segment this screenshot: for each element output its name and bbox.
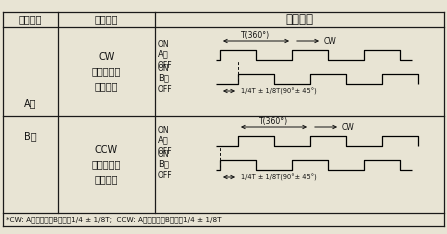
Text: A相

B相: A相 B相 xyxy=(24,99,37,141)
Text: CW: CW xyxy=(324,37,337,45)
Text: T(360°): T(360°) xyxy=(241,31,270,40)
Text: 1/4T ± 1/8T(90°± 45°): 1/4T ± 1/8T(90°± 45°) xyxy=(241,87,317,95)
Text: OFF: OFF xyxy=(158,147,173,156)
Text: ON: ON xyxy=(158,40,169,49)
Text: ON: ON xyxy=(158,150,169,159)
Text: 輸出脈沖: 輸出脈沖 xyxy=(19,15,42,25)
Text: ON: ON xyxy=(158,64,169,73)
Text: CW
從碼盤后端
向前觀察: CW 從碼盤后端 向前觀察 xyxy=(92,52,121,91)
Text: CW: CW xyxy=(342,123,355,132)
Text: OFF: OFF xyxy=(158,61,173,70)
Text: *CW: A相脈沖超前B相脈沖1/4 ± 1/8T;  CCW: A相脈沖滯后B相脈沖1/4 ± 1/8T: *CW: A相脈沖超前B相脈沖1/4 ± 1/8T; CCW: A相脈沖滯后B相… xyxy=(6,216,222,223)
Text: 1/4T ± 1/8T(90°± 45°): 1/4T ± 1/8T(90°± 45°) xyxy=(241,173,317,181)
Text: OFF: OFF xyxy=(158,171,173,180)
Text: 旋轉方向: 旋轉方向 xyxy=(95,15,118,25)
Text: ON: ON xyxy=(158,126,169,135)
Text: B相: B相 xyxy=(158,73,169,83)
Text: A相: A相 xyxy=(158,135,169,145)
Text: A相: A相 xyxy=(158,50,169,58)
Text: 輸出方式: 輸出方式 xyxy=(286,13,313,26)
Text: OFF: OFF xyxy=(158,85,173,94)
Text: B相: B相 xyxy=(158,160,169,168)
Text: CCW
從碼盤后端
向前觀察: CCW 從碼盤后端 向前觀察 xyxy=(92,145,121,184)
Text: T(360°): T(360°) xyxy=(259,117,289,126)
